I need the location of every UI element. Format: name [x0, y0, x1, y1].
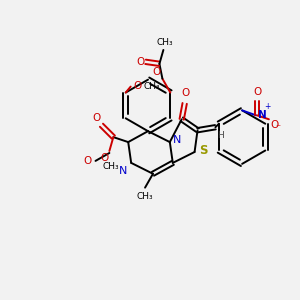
Text: O: O [134, 81, 142, 91]
Text: +: + [264, 102, 270, 111]
Text: N: N [258, 110, 267, 120]
Text: N: N [119, 166, 127, 176]
Text: O: O [182, 88, 190, 98]
Text: CH₃: CH₃ [102, 162, 119, 171]
Text: O: O [83, 156, 92, 166]
Text: O: O [253, 88, 261, 98]
Text: N: N [173, 135, 181, 145]
Text: CH₃: CH₃ [143, 82, 160, 91]
Text: O: O [92, 113, 100, 123]
Text: H: H [218, 131, 224, 140]
Text: CH₃: CH₃ [156, 38, 173, 47]
Text: O: O [100, 153, 108, 163]
Text: CH₃: CH₃ [137, 192, 153, 201]
Text: O: O [136, 57, 145, 67]
Text: O: O [152, 67, 160, 77]
Text: O: O [270, 120, 278, 130]
Text: S: S [200, 143, 208, 157]
Text: ⁻: ⁻ [276, 123, 281, 133]
